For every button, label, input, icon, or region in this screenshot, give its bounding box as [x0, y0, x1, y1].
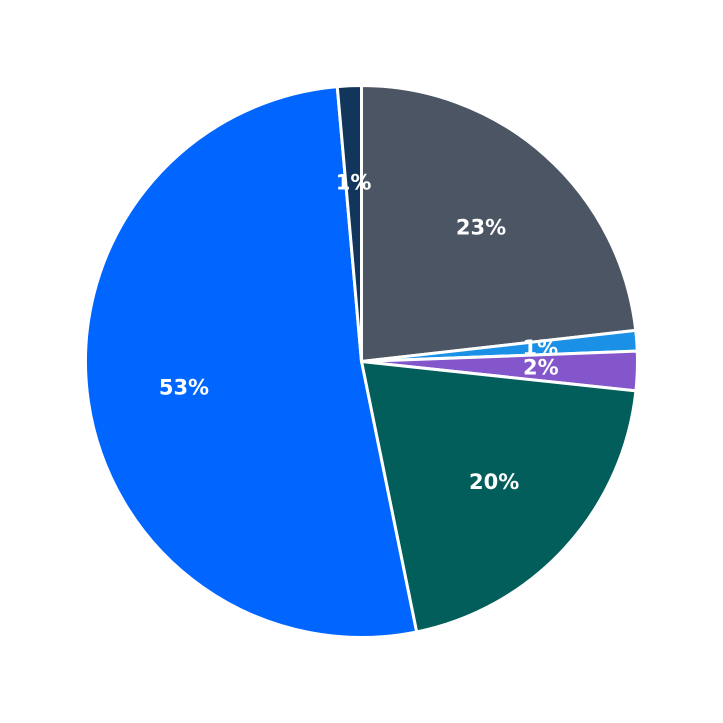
- pie-slice-label-5: 1%: [336, 170, 372, 194]
- pie-slice-4: [84, 85, 419, 640]
- pie-slice-label-4: 53%: [159, 375, 209, 399]
- pie-slice-label-3: 20%: [469, 470, 519, 494]
- pie-slice-0: [360, 84, 638, 363]
- slices-layer: [84, 84, 639, 640]
- pie-slice-5: [335, 84, 363, 363]
- pie-slice-label-1: 1%: [523, 336, 559, 360]
- pie-slice-label-2: 2%: [523, 356, 559, 380]
- pie-slice-label-0: 23%: [456, 216, 506, 240]
- pie-slice-3: [360, 360, 638, 634]
- labels-layer: 23%1%2%20%53%1%: [159, 170, 559, 494]
